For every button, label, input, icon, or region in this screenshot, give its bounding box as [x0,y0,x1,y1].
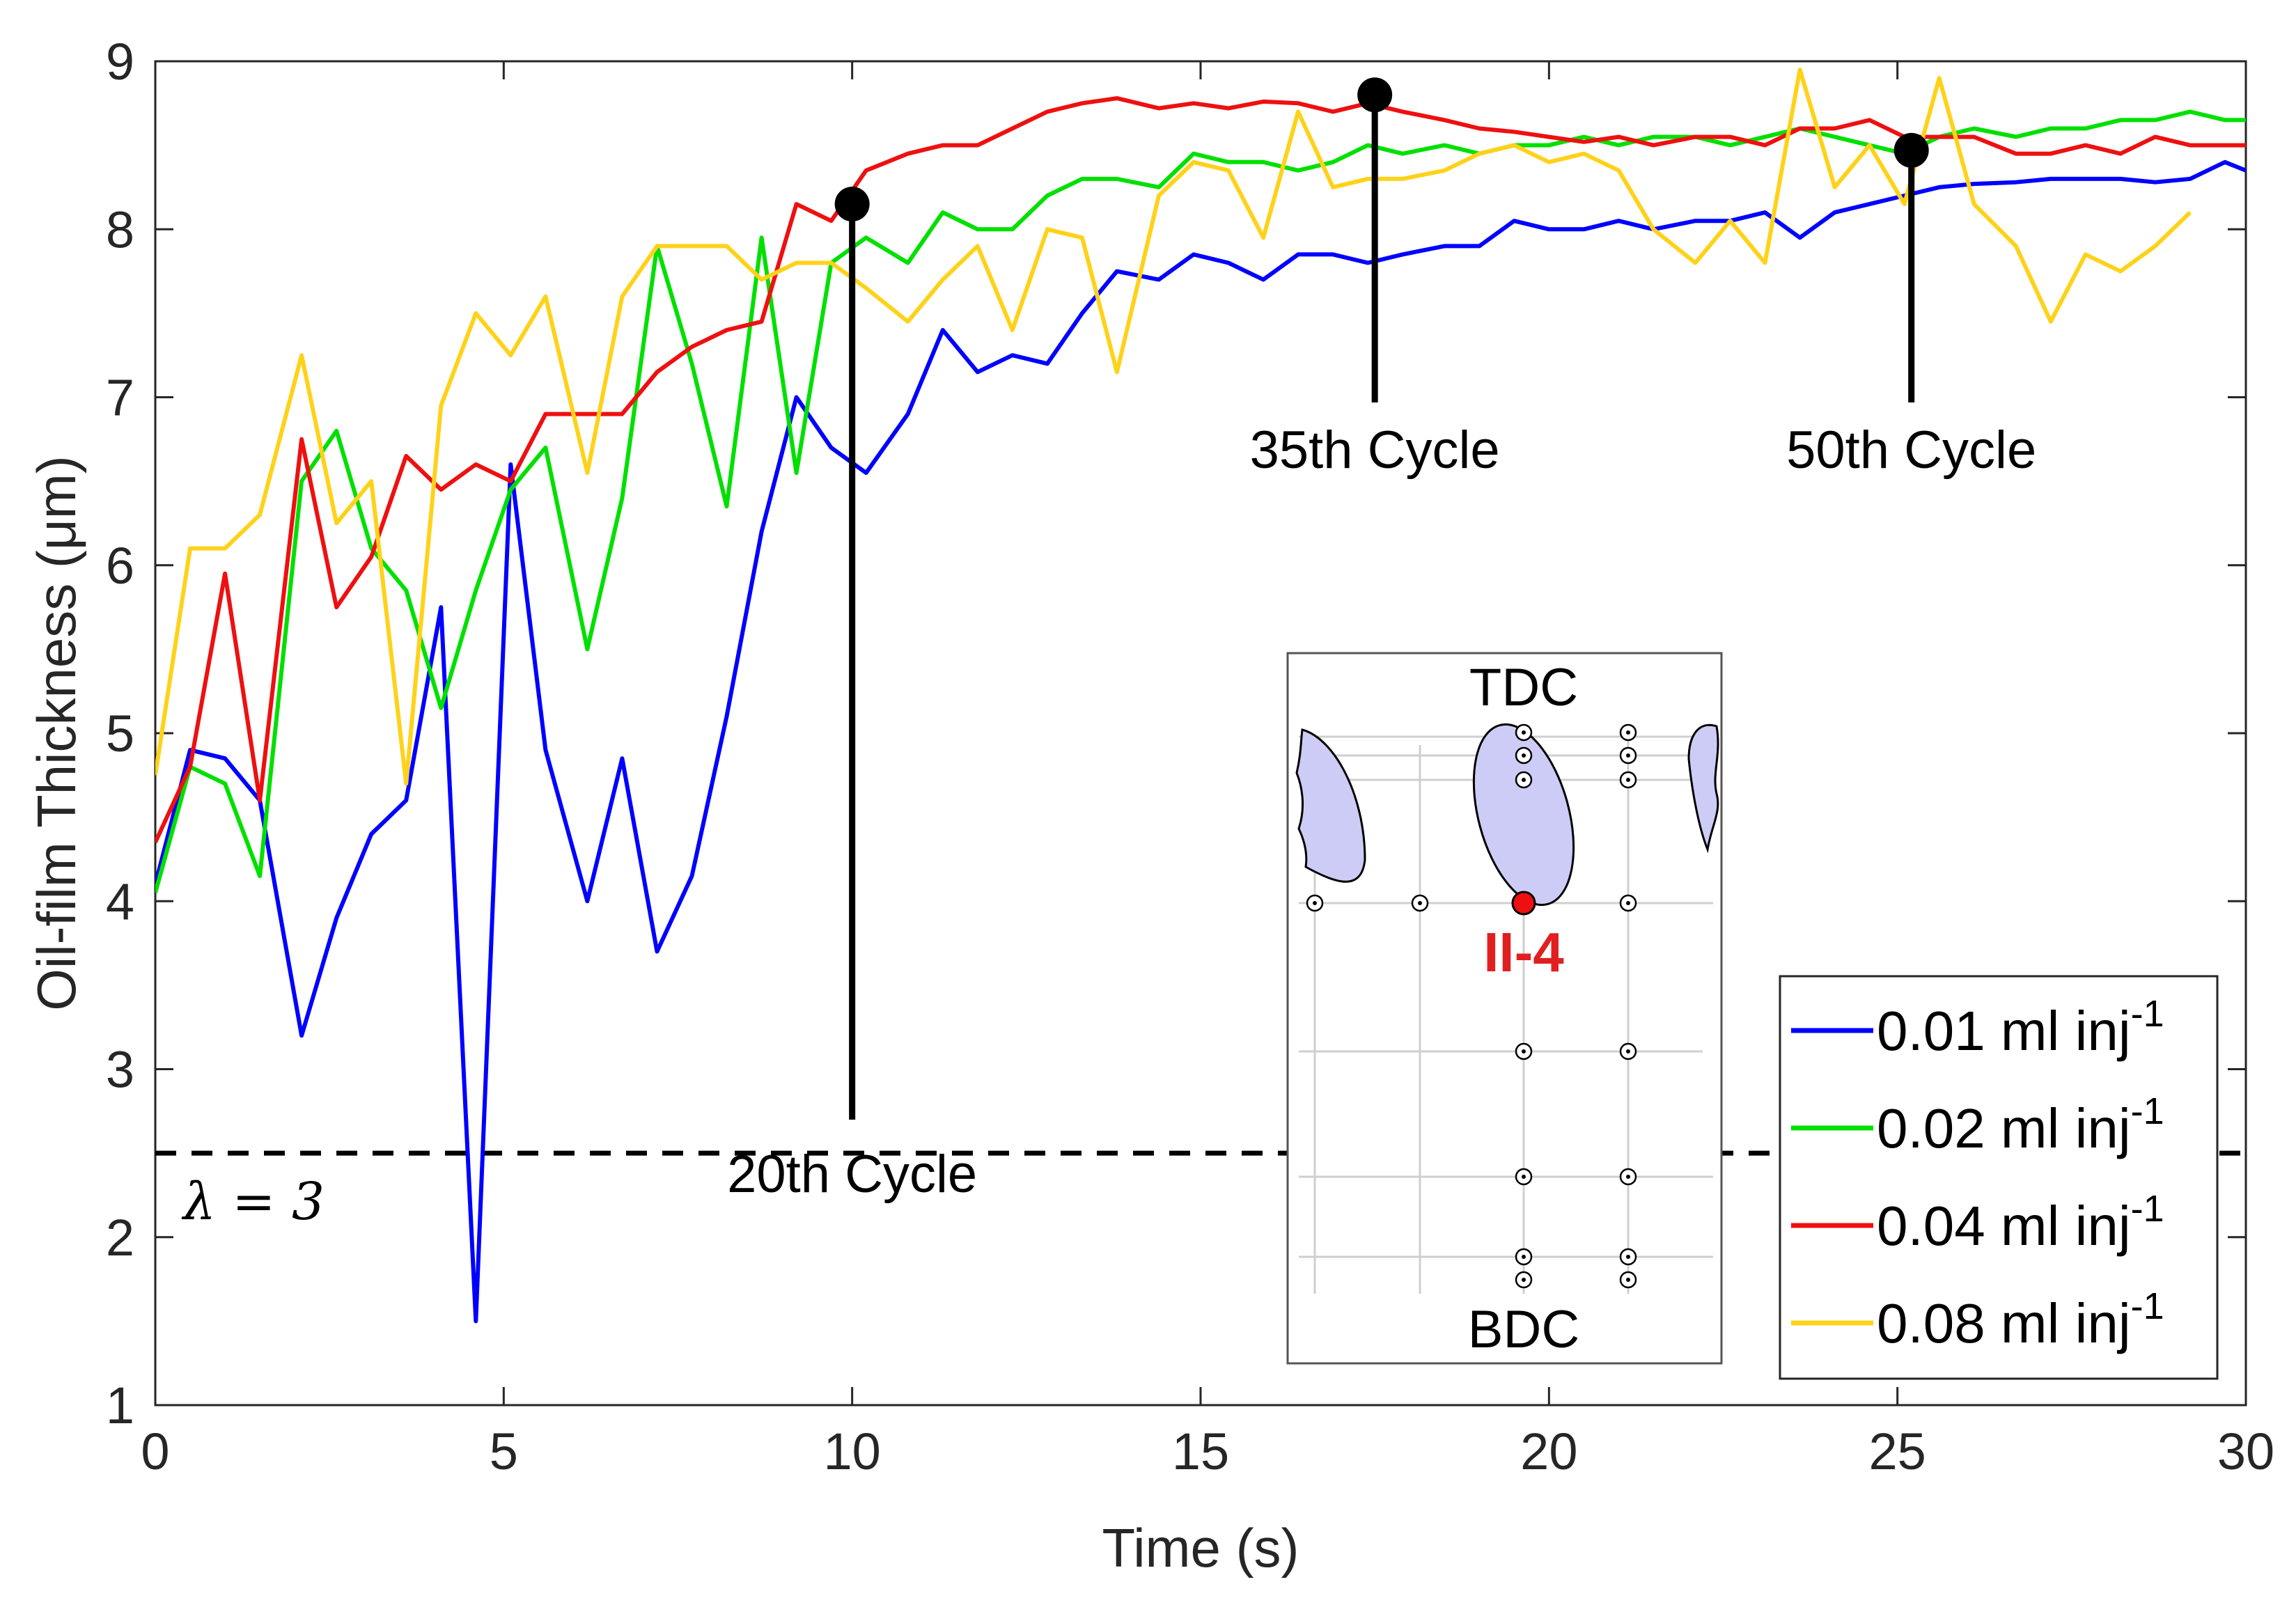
y-tick-label: 2 [106,1209,134,1267]
port-shapes [1295,723,1719,907]
annotation-label: 50th Cycle [1786,421,2036,480]
probe-point-ii-4 [1511,891,1536,916]
y-tick-label: 9 [106,33,134,91]
y-tick-label: 4 [106,872,134,930]
inset-diagram: TDC BDC II-4 [1286,652,1723,1365]
lambda-label: λ = 3 [181,1172,325,1232]
y-tick-label: 5 [106,705,134,762]
legend: 0.01 ml inj-1 0.02 ml inj-1 0.04 ml inj-1 0… [1791,993,2164,1354]
y-tick-label: 7 [106,369,134,427]
y-tick-label: 3 [106,1041,134,1099]
cycle-annotations: 20th Cycle 35th Cycle 50th Cycle [727,77,2036,1204]
legend-label: 0.01 ml inj-1 [1877,993,2164,1062]
y-axis-ticks: 1 2 3 4 5 6 7 8 9 [106,33,2246,1434]
x-tick-label: 5 [490,1423,518,1480]
probe-label: II-4 [1483,921,1564,983]
annotation-marker [1893,132,1929,168]
annotation-label: 20th Cycle [727,1145,977,1204]
x-tick-label: 25 [1869,1423,1926,1480]
inset-bottom-label: BDC [1468,1300,1579,1359]
x-tick-label: 0 [141,1423,169,1480]
annotation-label: 35th Cycle [1250,421,1500,480]
x-tick-label: 30 [2217,1423,2274,1480]
measurement-point-dots [1313,730,1630,1282]
y-tick-label: 1 [106,1377,134,1434]
inset-top-label: TDC [1469,658,1578,717]
legend-label: 0.02 ml inj-1 [1877,1090,2164,1159]
legend-label: 0.08 ml inj-1 [1877,1285,2164,1354]
legend-label: 0.04 ml inj-1 [1877,1188,2164,1257]
x-tick-label: 15 [1172,1423,1229,1480]
x-axis-ticks: 0 5 10 15 20 25 30 [141,61,2274,1480]
y-axis-label: Oil-film Thickness (μm) [26,455,87,1011]
x-axis-label: Time (s) [1102,1517,1299,1579]
legend-box [1779,975,2219,1380]
annotation-marker [1357,77,1393,113]
y-tick-label: 6 [106,537,134,595]
annotation-marker [834,187,870,222]
y-tick-label: 8 [106,201,134,258]
x-tick-label: 20 [1520,1423,1577,1480]
x-tick-label: 10 [824,1423,881,1480]
series-line-4 [155,68,2192,786]
